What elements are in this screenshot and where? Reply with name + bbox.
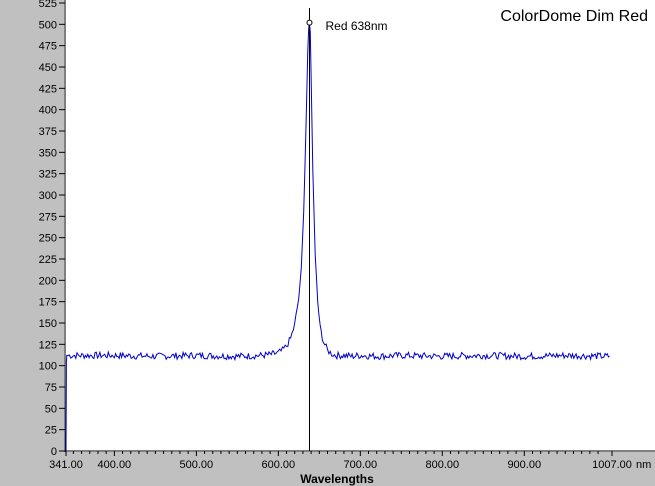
- x-tick-label: 400.00: [98, 459, 132, 471]
- x-tick-label: 800.00: [425, 459, 459, 471]
- y-tick-label: 100: [39, 361, 57, 373]
- series-line: [65, 22, 610, 452]
- y-tick-label: 450: [39, 62, 57, 74]
- peak-annotation: Red 638nm: [325, 19, 387, 33]
- x-tick-label: 500.00: [180, 459, 214, 471]
- x-tick-label: 1007.00: [592, 459, 632, 471]
- x-tick-label: 600.00: [262, 459, 296, 471]
- x-ticks-group: 341.00 400.00 500.00 600.00 700.00 800.00 900.…: [49, 451, 632, 471]
- y-tick-label: 25: [45, 425, 57, 437]
- y-axis-panel: [0, 0, 64, 452]
- y-ticks-group: 0 25 50 75 100 125 150 175 200 225 250 275 300 325 350…: [39, 0, 65, 458]
- y-tick-label: 150: [39, 318, 57, 330]
- y-tick-label: 350: [39, 147, 57, 159]
- x-tick-label: 900.00: [507, 459, 541, 471]
- y-tick-label: 200: [39, 275, 57, 287]
- x-tick-label: 700.00: [343, 459, 377, 471]
- peak-marker-dot: [306, 19, 313, 26]
- x-axis-unit: nm: [636, 459, 651, 471]
- x-axis-panel: [0, 452, 655, 486]
- marker-group: Red 638nm: [306, 8, 388, 451]
- y-tick-label: 125: [39, 339, 57, 351]
- y-tick-label: 275: [39, 211, 57, 223]
- y-tick-label: 250: [39, 233, 57, 245]
- y-tick-label: 400: [39, 105, 57, 117]
- x-tick-label: 341.00: [49, 459, 83, 471]
- y-tick-label: 375: [39, 126, 57, 138]
- y-tick-label: 75: [45, 382, 57, 394]
- y-tick-label: 300: [39, 190, 57, 202]
- y-tick-label: 425: [39, 83, 57, 95]
- y-tick-label: 475: [39, 41, 57, 53]
- series-group: [65, 22, 610, 452]
- y-tick-label: 175: [39, 297, 57, 309]
- x-axis-label: Wavelengths: [300, 472, 374, 486]
- y-tick-label: 50: [45, 403, 57, 415]
- y-tick-label: 225: [39, 254, 57, 266]
- y-tick-label: 500: [39, 19, 57, 31]
- y-tick-label: 0: [51, 446, 57, 458]
- y-tick-label: 325: [39, 169, 57, 181]
- chart-title: ColorDome Dim Red: [500, 8, 648, 25]
- y-tick-label: 525: [39, 0, 57, 10]
